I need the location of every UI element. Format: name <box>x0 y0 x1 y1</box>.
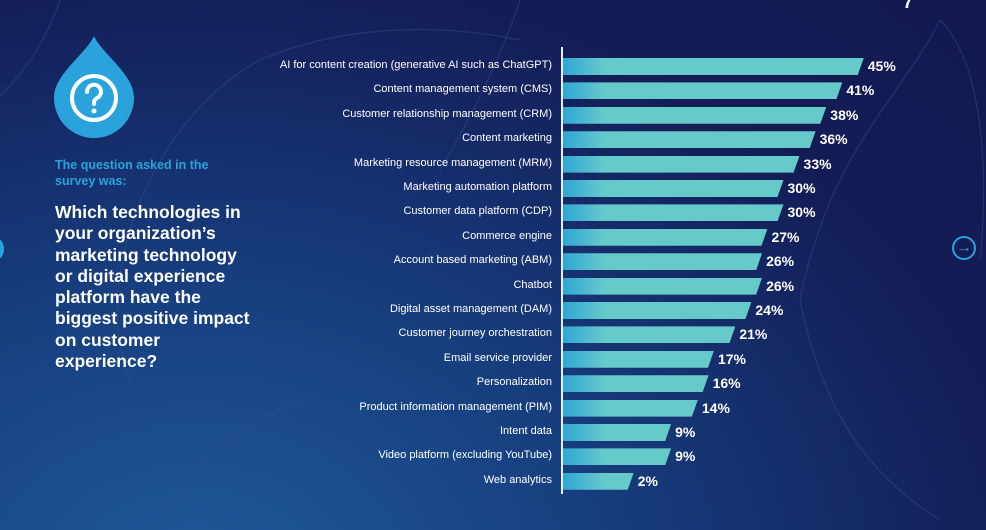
category-label: Customer relationship management (CRM) <box>342 107 552 120</box>
bar <box>563 424 671 441</box>
category-label: Product information management (PIM) <box>359 400 552 413</box>
chart-row: Email service provider 17% <box>0 350 986 369</box>
chart-row: Marketing resource management (MRM) 33% <box>0 155 986 174</box>
chart-row: Web analytics 2% <box>0 472 986 491</box>
page-number: 7 <box>903 0 914 12</box>
value-label: 9% <box>675 448 696 465</box>
category-label: AI for content creation (generative AI s… <box>279 59 552 71</box>
value-label: 2% <box>637 472 658 489</box>
category-label: Marketing automation platform <box>403 181 552 193</box>
chart-row: Customer data platform (CDP) 30% <box>0 204 986 222</box>
value-label: 16% <box>712 375 741 392</box>
category-label: Commerce engine <box>462 229 552 242</box>
value-label: 14% <box>701 399 730 416</box>
chart-row: Account based marketing (ABM) 26% <box>0 253 986 271</box>
category-label: Email service provider <box>443 351 552 364</box>
bar <box>563 131 816 148</box>
bar <box>563 448 671 465</box>
value-label: 45% <box>867 58 896 74</box>
category-label: Personalization <box>476 376 552 389</box>
chart-row: Intent data 9% <box>0 424 986 442</box>
bar <box>563 375 709 392</box>
chart-row: AI for content creation (generative AI s… <box>0 58 986 76</box>
value-label: 17% <box>717 350 746 367</box>
value-label: 30% <box>787 204 816 221</box>
category-label: Account based marketing (ABM) <box>393 254 552 267</box>
category-label: Intent data <box>500 425 552 437</box>
chart-row: Product information management (PIM) 14% <box>0 399 986 418</box>
bar <box>563 180 784 197</box>
arrow-right-circle-icon[interactable]: → <box>952 236 976 260</box>
category-label: Customer journey orchestration <box>398 327 552 340</box>
arrow-left-circle-icon[interactable] <box>0 238 4 260</box>
value-label: 30% <box>787 180 816 196</box>
chart-row: Personalization 16% <box>0 375 986 393</box>
bar <box>563 278 762 295</box>
bar <box>563 326 735 343</box>
bar <box>563 156 800 173</box>
bar <box>563 58 864 75</box>
value-label: 36% <box>819 131 848 148</box>
chart-row: Content management system (CMS) 41% <box>0 82 986 100</box>
value-label: 24% <box>755 302 784 318</box>
survey-question: Which technologies in your organization’… <box>55 202 250 372</box>
bar <box>563 351 714 368</box>
chart-row: Chatbot 26% <box>0 277 986 296</box>
chart-row: Commerce engine 27% <box>0 228 986 247</box>
category-label: Content marketing <box>462 132 552 145</box>
category-label: Customer data platform (CDP) <box>403 205 552 218</box>
chart-row: Video platform (excluding YouTube) 9% <box>0 448 986 466</box>
value-label: 26% <box>766 277 795 294</box>
chart-row: Customer journey orchestration 21% <box>0 326 986 344</box>
value-label: 9% <box>675 424 696 440</box>
chart-axis <box>561 47 563 494</box>
category-label: Web analytics <box>483 473 552 486</box>
category-label: Digital asset management (DAM) <box>389 303 552 315</box>
bar <box>563 204 784 221</box>
bar <box>563 473 634 490</box>
survey-intro-label: The question asked in the survey was: <box>55 158 209 188</box>
bar <box>563 253 762 270</box>
bar <box>563 82 842 99</box>
chart-row: Customer relationship management (CRM) 38… <box>0 106 986 125</box>
category-label: Chatbot <box>513 278 552 291</box>
bar <box>563 302 751 319</box>
bar <box>563 229 767 246</box>
value-label: 33% <box>803 155 832 172</box>
value-label: 41% <box>846 82 875 99</box>
chart-row: Marketing automation platform 30% <box>0 180 986 198</box>
value-label: 38% <box>830 106 859 123</box>
bar <box>563 107 826 124</box>
category-label: Marketing resource management (MRM) <box>353 156 552 169</box>
value-label: 27% <box>771 228 800 245</box>
chart-row: Digital asset management (DAM) 24% <box>0 302 986 320</box>
value-label: 26% <box>766 253 795 270</box>
question-drop-icon <box>54 36 134 138</box>
value-label: 21% <box>739 326 768 343</box>
category-label: Content management system (CMS) <box>373 83 552 96</box>
chart-row: Content marketing 36% <box>0 131 986 149</box>
category-label: Video platform (excluding YouTube) <box>378 449 552 462</box>
bar <box>563 400 698 417</box>
